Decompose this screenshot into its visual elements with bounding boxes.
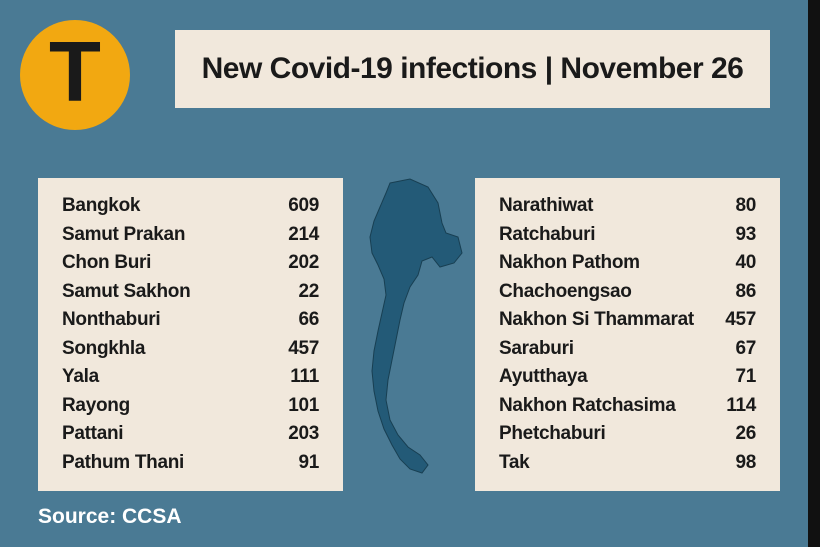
infection-count: 609 [259, 192, 319, 221]
province-name: Ratchaburi [499, 221, 696, 250]
table-row: Samut Prakan214 [62, 221, 319, 250]
infections-table-left: Bangkok609Samut Prakan214Chon Buri202Sam… [38, 178, 343, 491]
province-name: Samut Prakan [62, 221, 259, 250]
province-name: Samut Sakhon [62, 278, 259, 307]
logo-letter: T [49, 30, 101, 115]
table-row: Yala111 [62, 363, 319, 392]
infection-count: 91 [259, 449, 319, 478]
table-row: Narathiwat80 [499, 192, 756, 221]
table-row: Tak98 [499, 449, 756, 478]
page-title: New Covid-19 infections | November 26 [202, 52, 744, 86]
province-name: Saraburi [499, 335, 696, 364]
table-row: Nakhon Pathom40 [499, 249, 756, 278]
province-name: Bangkok [62, 192, 259, 221]
table-row: Nakhon Ratchasima114 [499, 392, 756, 421]
right-border [808, 0, 820, 547]
infection-count: 101 [259, 392, 319, 421]
logo-circle: T [20, 20, 130, 130]
province-name: Yala [62, 363, 259, 392]
table-row: Saraburi67 [499, 335, 756, 364]
infection-count: 98 [696, 449, 756, 478]
title-box: New Covid-19 infections | November 26 [175, 30, 770, 108]
infection-count: 457 [259, 335, 319, 364]
infection-count: 457 [696, 306, 756, 335]
infections-table-right: Narathiwat80Ratchaburi93Nakhon Pathom40C… [475, 178, 780, 491]
infection-count: 40 [696, 249, 756, 278]
province-name: Tak [499, 449, 696, 478]
province-name: Rayong [62, 392, 259, 421]
infection-count: 67 [696, 335, 756, 364]
table-row: Songkhla457 [62, 335, 319, 364]
table-row: Ratchaburi93 [499, 221, 756, 250]
infection-count: 202 [259, 249, 319, 278]
province-name: Pathum Thani [62, 449, 259, 478]
province-name: Nonthaburi [62, 306, 259, 335]
table-row: Ayutthaya71 [499, 363, 756, 392]
logo: T [20, 20, 130, 130]
province-name: Chon Buri [62, 249, 259, 278]
infection-count: 80 [696, 192, 756, 221]
table-row: Chon Buri202 [62, 249, 319, 278]
infection-count: 93 [696, 221, 756, 250]
table-row: Samut Sakhon22 [62, 278, 319, 307]
infection-count: 214 [259, 221, 319, 250]
province-name: Songkhla [62, 335, 259, 364]
province-name: Ayutthaya [499, 363, 696, 392]
infection-count: 203 [259, 420, 319, 449]
table-row: Pathum Thani91 [62, 449, 319, 478]
infection-count: 86 [696, 278, 756, 307]
table-row: Chachoengsao86 [499, 278, 756, 307]
table-row: Pattani203 [62, 420, 319, 449]
infection-count: 111 [259, 363, 319, 392]
table-row: Rayong101 [62, 392, 319, 421]
province-name: Chachoengsao [499, 278, 696, 307]
table-row: Nonthaburi66 [62, 306, 319, 335]
province-name: Narathiwat [499, 192, 696, 221]
province-name: Pattani [62, 420, 259, 449]
infection-count: 66 [259, 306, 319, 335]
infection-count: 26 [696, 420, 756, 449]
infection-count: 114 [696, 392, 756, 421]
table-row: Nakhon Si Thammarat457 [499, 306, 756, 335]
infection-count: 71 [696, 363, 756, 392]
province-name: Phetchaburi [499, 420, 696, 449]
province-name: Nakhon Ratchasima [499, 392, 696, 421]
source-label: Source: CCSA [38, 505, 182, 529]
province-name: Nakhon Si Thammarat [499, 306, 696, 335]
infection-count: 22 [259, 278, 319, 307]
province-name: Nakhon Pathom [499, 249, 696, 278]
table-row: Phetchaburi26 [499, 420, 756, 449]
thailand-map-icon [350, 175, 470, 485]
table-row: Bangkok609 [62, 192, 319, 221]
